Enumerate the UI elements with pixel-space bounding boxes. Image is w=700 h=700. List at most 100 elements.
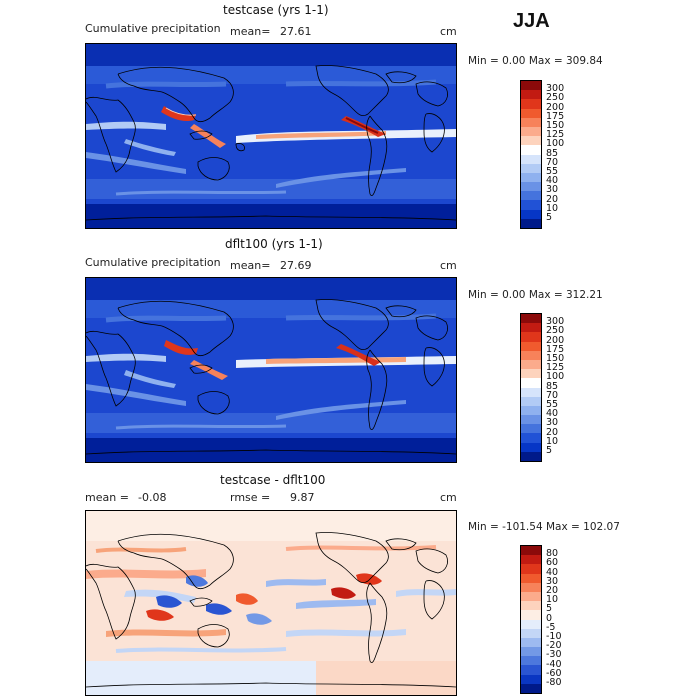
colorbar-swatch: [521, 424, 541, 434]
colorbar-swatch: [521, 442, 541, 452]
colorbar-tick-label: 300: [546, 316, 565, 328]
panel3-map-svg: [86, 511, 456, 695]
colorbar-swatch: [521, 405, 541, 416]
panel2-title: dflt100 (yrs 1-1): [225, 237, 323, 251]
colorbar-swatch: [521, 126, 541, 137]
colorbar-swatch: [521, 433, 541, 443]
panel3-title: testcase - dflt100: [220, 473, 326, 487]
colorbar-tick-label: 5: [546, 603, 553, 615]
panel2-colorbar-swatches: [520, 313, 542, 462]
colorbar-tick-label: 10: [546, 435, 559, 447]
colorbar-swatch: [521, 619, 541, 629]
colorbar-swatch: [521, 191, 541, 201]
colorbar-tick-label: 10: [546, 594, 559, 606]
colorbar-swatch: [521, 81, 541, 91]
colorbar-swatch: [521, 396, 541, 406]
panel1-units: cm: [440, 25, 457, 38]
season-label: JJA: [513, 10, 550, 32]
colorbar-swatch: [521, 200, 541, 210]
panel2-subtitle: Cumulative precipitation: [85, 256, 221, 269]
colorbar-tick-label: 125: [546, 362, 565, 374]
panel2-colorbar: 300 250 200 175 150 125 100 85 70 55 40 30 20 10 5: [520, 313, 640, 462]
colorbar-tick-label: -10: [546, 631, 562, 642]
colorbar-swatch: [521, 182, 541, 192]
colorbar-swatch: [521, 154, 541, 164]
colorbar-tick-label: 20: [546, 426, 559, 438]
colorbar-tick-label: -40: [546, 658, 562, 670]
colorbar-swatch: [521, 582, 541, 592]
colorbar-tick-label: 55: [546, 399, 559, 410]
colorbar-swatch: [521, 387, 541, 397]
panel3-units: cm: [440, 491, 457, 504]
colorbar-swatch: [521, 136, 541, 146]
colorbar-swatch: [521, 683, 541, 693]
colorbar-tick-label: 200: [546, 334, 565, 346]
panel3-minmax: Min = -101.54 Max = 102.07: [468, 521, 620, 533]
colorbar-tick-label: 30: [546, 575, 559, 587]
colorbar-tick-label: 10: [546, 202, 559, 214]
colorbar-swatch: [521, 163, 541, 173]
colorbar-tick-label: 150: [546, 120, 565, 131]
colorbar-swatch: [521, 573, 541, 583]
colorbar-swatch: [521, 674, 541, 684]
colorbar-swatch: [521, 90, 541, 100]
colorbar-swatch: [521, 108, 541, 118]
panel2-minmax: Min = 0.00 Max = 312.21: [468, 289, 603, 301]
colorbar-swatch: [521, 451, 541, 461]
colorbar-tick-label: 70: [546, 389, 559, 401]
panel1-mean-value: 27.61: [280, 25, 312, 38]
colorbar-tick-label: 85: [546, 380, 559, 392]
panel1-minmax: Min = 0.00 Max = 309.84: [468, 55, 603, 67]
colorbar-swatch: [521, 350, 541, 360]
colorbar-tick-label: 55: [546, 166, 559, 177]
colorbar-tick-label: 80: [546, 548, 559, 560]
colorbar-swatch: [521, 637, 541, 648]
panel2-mean-value: 27.69: [280, 259, 312, 272]
colorbar-tick-label: -20: [546, 640, 562, 652]
colorbar-tick-label: 175: [546, 110, 565, 122]
colorbar-tick-label: 100: [546, 138, 565, 150]
colorbar-swatch: [521, 369, 541, 379]
panel2-map: [85, 277, 457, 463]
colorbar-swatch: [521, 314, 541, 324]
colorbar-tick-label: 150: [546, 353, 565, 364]
colorbar-swatch: [521, 656, 541, 666]
panel3-map: [85, 510, 457, 696]
colorbar-tick-label: 100: [546, 371, 565, 383]
panel3-colorbar-swatches: [520, 545, 542, 694]
colorbar-tick-label: 200: [546, 101, 565, 113]
colorbar-tick-label: 40: [546, 175, 559, 187]
colorbar-tick-label: -30: [546, 649, 562, 661]
colorbar-swatch: [521, 323, 541, 333]
colorbar-swatch: [521, 415, 541, 425]
colorbar-tick-label: 30: [546, 417, 559, 429]
panel1-colorbar-swatches: [520, 80, 542, 229]
colorbar-swatch: [521, 332, 541, 342]
colorbar-tick-label: -80: [546, 677, 562, 688]
panel1-mean-label: mean=: [230, 25, 271, 38]
panel3-rmse-value: 9.87: [290, 491, 315, 504]
colorbar-tick-label: 30: [546, 184, 559, 196]
panel3-colorbar: 80 60 40 30 20 10 5 0 -5 -10 -20 -30 -40 -60 -80: [520, 545, 640, 694]
colorbar-swatch: [521, 564, 541, 574]
colorbar-swatch: [521, 218, 541, 228]
colorbar-tick-label: -60: [546, 667, 562, 679]
panel1-subtitle: Cumulative precipitation: [85, 22, 221, 35]
panel2-units: cm: [440, 259, 457, 272]
colorbar-swatch: [521, 610, 541, 620]
colorbar-swatch: [521, 145, 541, 155]
colorbar-swatch: [521, 172, 541, 183]
colorbar-swatch: [521, 341, 541, 351]
colorbar-swatch: [521, 601, 541, 611]
colorbar-tick-label: 40: [546, 408, 559, 420]
colorbar-swatch: [521, 378, 541, 388]
colorbar-tick-label: 5: [546, 445, 553, 456]
panel1-map-svg: [86, 44, 456, 228]
colorbar-tick-label: 20: [546, 585, 559, 596]
colorbar-tick-label: 300: [546, 83, 565, 95]
colorbar-swatch: [521, 359, 541, 370]
colorbar-tick-label: 85: [546, 147, 559, 159]
colorbar-tick-label: 175: [546, 343, 565, 355]
colorbar-swatch: [521, 647, 541, 657]
colorbar-tick-label: 250: [546, 92, 565, 104]
